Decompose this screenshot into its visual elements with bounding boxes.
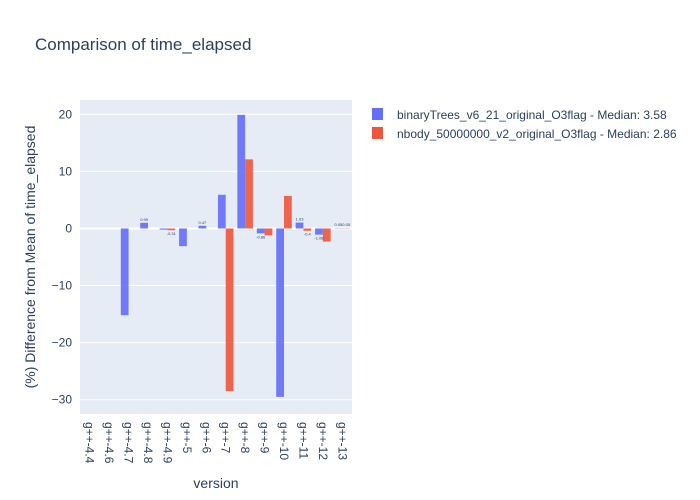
x-tick-label: g++-4.4 [83, 422, 97, 464]
legend-label: binaryTrees_v6_21_original_O3flag - Medi… [397, 108, 667, 122]
y-axis-ticks: −30 −20 −10 0 10 20 [52, 107, 73, 406]
legend-item[interactable]: nbody_50000000_v2_original_O3flag - Medi… [372, 127, 677, 141]
x-tick-label: g++-8 [238, 422, 252, 454]
bar-value-label: -1.08 [314, 236, 324, 241]
y-tick-label: 0 [65, 221, 72, 235]
bar[interactable] [140, 222, 148, 229]
legend-label: nbody_50000000_v2_original_O3flag - Medi… [397, 127, 677, 141]
x-tick-label: g++-4.6 [102, 422, 116, 464]
x-tick-label: g++-10 [277, 422, 291, 460]
bar-value-label: -0.86 [256, 234, 266, 239]
bar[interactable] [295, 222, 304, 229]
y-tick-label: −30 [52, 393, 73, 407]
y-tick-label: 20 [59, 107, 73, 121]
bar[interactable] [179, 228, 187, 247]
bar[interactable] [303, 228, 312, 231]
y-tick-label: −10 [52, 279, 73, 293]
x-tick-label: g++-11 [296, 422, 310, 459]
x-tick-label: g++-12 [316, 422, 330, 460]
bar[interactable] [120, 228, 129, 316]
bar-value-label: 0.47 [199, 220, 208, 225]
legend-item[interactable]: binaryTrees_v6_21_original_O3flag - Medi… [372, 108, 667, 122]
bar[interactable] [276, 228, 284, 397]
x-tick-label: g++-9 [258, 422, 272, 454]
bar[interactable] [315, 228, 323, 235]
y-axis-title: (%) Difference from Mean of time_elapsed [22, 126, 38, 389]
bar[interactable] [256, 228, 265, 234]
bar[interactable] [284, 195, 292, 229]
x-axis-ticks: g++-4.4 g++-4.6 g++-4.7 g++-4.8 g++-4.9 g++-5… [83, 422, 350, 464]
y-tick-label: 10 [59, 164, 73, 178]
legend-swatch [372, 108, 383, 120]
legend-swatch [372, 127, 383, 139]
x-tick-label: g++-7 [219, 422, 233, 454]
x-tick-label: g++-4.9 [160, 422, 174, 464]
bar[interactable] [198, 225, 207, 229]
bar[interactable] [159, 228, 168, 230]
x-tick-label: g++-5 [180, 422, 194, 454]
x-tick-label: g++-6 [199, 422, 213, 454]
bar[interactable] [237, 114, 246, 229]
x-tick-label: g++-13 [335, 422, 349, 460]
bar[interactable] [264, 228, 273, 236]
bar[interactable] [167, 228, 176, 231]
bar-value-label: 1.03 [296, 217, 305, 222]
bar[interactable] [225, 228, 234, 392]
bar[interactable] [217, 194, 226, 229]
bar[interactable] [245, 159, 253, 229]
bar[interactable] [322, 228, 331, 242]
bar-value-label: -0.31 [167, 231, 177, 236]
bar-value-label: 0.05 [342, 222, 351, 227]
bars [120, 114, 351, 397]
x-tick-label: g++-4.8 [141, 422, 155, 464]
bar-value-label: 0.05 [335, 222, 344, 227]
chart-title: Comparison of time_elapsed [35, 35, 251, 54]
bar-value-label: -0.4 [304, 232, 312, 237]
bar-value-label: 0.99 [140, 217, 149, 222]
bar-labels: 0.99 0.47 -0.86 1.03 -1.08 0.05 -0.31 -0.4 0.05 [140, 217, 351, 241]
y-tick-label: −20 [52, 336, 73, 350]
x-tick-label: g++-4.7 [122, 422, 136, 464]
x-axis-title: version [193, 475, 238, 491]
legend[interactable]: binaryTrees_v6_21_original_O3flag - Medi… [372, 108, 677, 141]
